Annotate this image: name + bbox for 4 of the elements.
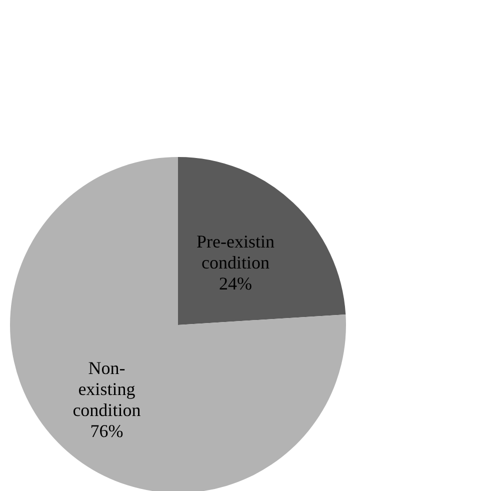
data-label: 76% [90,421,124,442]
data-label: 24% [219,274,252,294]
slice-label: Non-existing condition [72,358,141,420]
slice-label: Pre-existin condition [196,232,274,272]
